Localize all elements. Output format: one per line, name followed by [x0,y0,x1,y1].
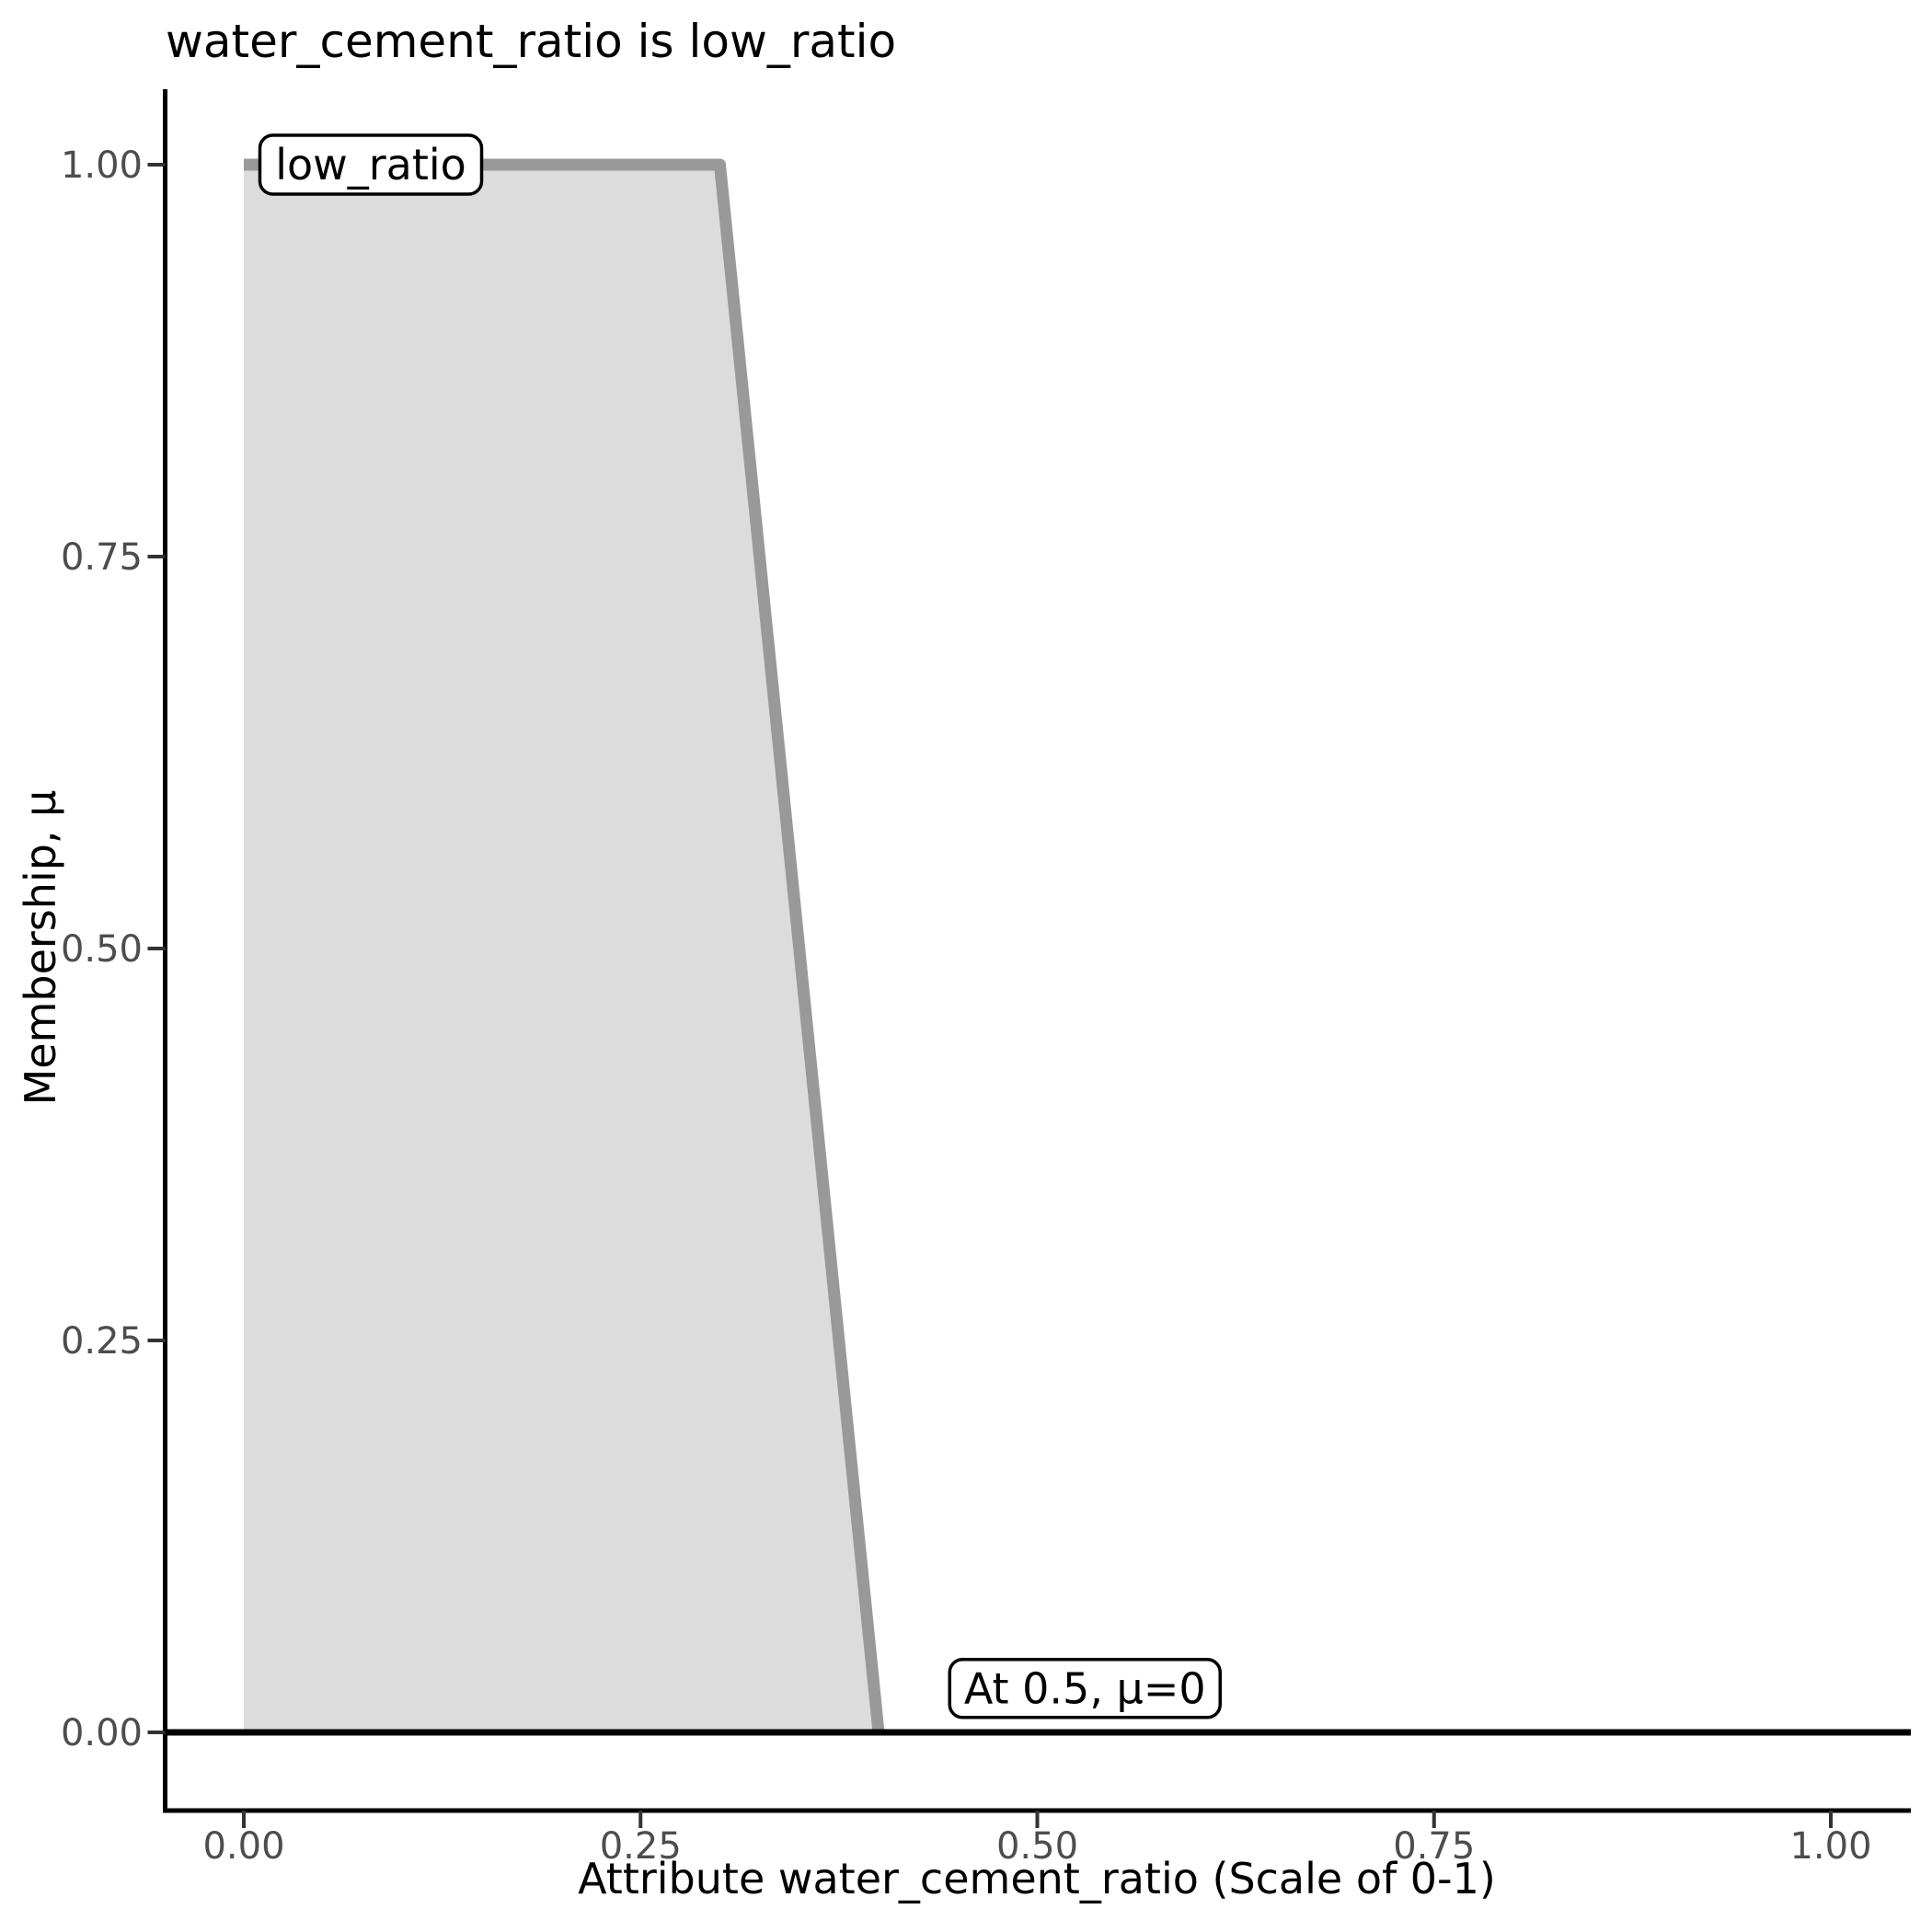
x-tick-label: 1.00 [1789,1825,1871,1868]
y-tick-label: 0.00 [61,1712,143,1754]
annotation-low-ratio-box [258,133,484,196]
y-axis-title: Membership, μ [16,790,65,1106]
y-ticks: 0.00 0.25 0.50 0.75 1.00 [61,144,166,1754]
x-tick-label: 0.50 [996,1825,1078,1868]
annotation-low-ratio-label: low_ratio [275,140,466,190]
y-tick-label: 0.50 [61,928,143,971]
x-tick-label: 0.75 [1393,1825,1475,1868]
x-tick-label: 0.25 [600,1825,682,1868]
y-tick-label: 1.00 [61,144,143,187]
annotation-low-ratio: low_ratio [258,133,484,196]
y-tick-label: 0.25 [61,1320,143,1363]
annotation-mu-zero: At 0.5, μ=0 [948,1658,1222,1719]
membership-area [244,165,879,1732]
y-tick-label: 0.75 [61,536,143,579]
x-axis-title: Attribute water_cement_ratio (Scale of 0… [578,1854,1496,1903]
x-tick-label: 0.00 [202,1825,284,1868]
annotation-mu-zero-box [948,1658,1222,1719]
annotation-mu-zero-label: At 0.5, μ=0 [964,1663,1206,1713]
plot-panel: 0.00 0.25 0.50 0.75 1.00 0.00 0.25 0.50 0.75 1.0… [61,89,1911,1868]
chart-title: water_cement_ratio is low_ratio [166,15,896,68]
x-ticks: 0.00 0.25 0.50 0.75 1.00 [202,1811,1872,1868]
